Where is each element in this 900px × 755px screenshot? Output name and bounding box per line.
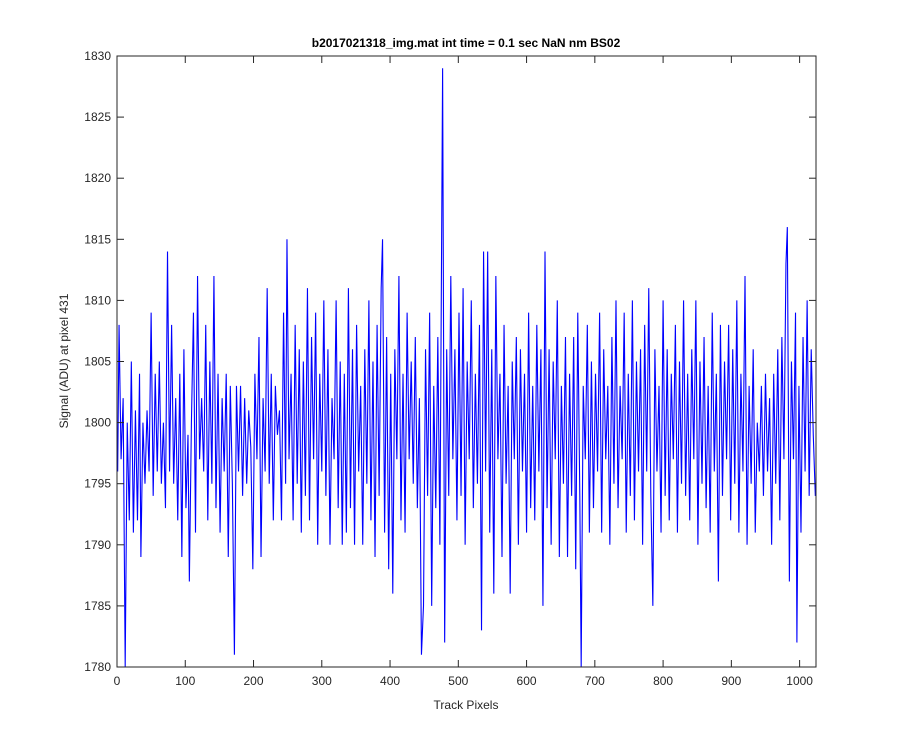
y-tick-label: 1790: [84, 538, 111, 552]
y-tick-label: 1820: [84, 171, 111, 185]
y-tick-label: 1805: [84, 355, 111, 369]
y-tick-label: 1800: [84, 416, 111, 430]
data-line: [117, 68, 816, 668]
x-tick-label: 500: [448, 674, 468, 688]
y-tick-label: 1815: [84, 232, 111, 246]
y-tick-label: 1830: [84, 49, 111, 63]
x-tick-label: 100: [175, 674, 195, 688]
x-tick-label: 0: [114, 674, 121, 688]
x-tick-label: 200: [244, 674, 264, 688]
y-axis-label: Signal (ADU) at pixel 431: [57, 293, 71, 428]
x-tick-label: 400: [380, 674, 400, 688]
x-tick-label: 1000: [786, 674, 813, 688]
plot-frame: [116, 55, 817, 668]
x-axis-label: Track Pixels: [434, 698, 499, 712]
x-tick-label: 900: [721, 674, 741, 688]
chart-title: b2017021318_img.mat int time = 0.1 sec N…: [312, 36, 621, 50]
y-tick-label: 1825: [84, 110, 111, 124]
y-tick-label: 1785: [84, 599, 111, 613]
x-tick-label: 700: [585, 674, 605, 688]
x-tick-label: 800: [653, 674, 673, 688]
x-tick-label: 300: [312, 674, 332, 688]
x-tick-label: 600: [517, 674, 537, 688]
y-tick-label: 1795: [84, 477, 111, 491]
y-tick-label: 1780: [84, 660, 111, 674]
y-tick-label: 1810: [84, 293, 111, 307]
